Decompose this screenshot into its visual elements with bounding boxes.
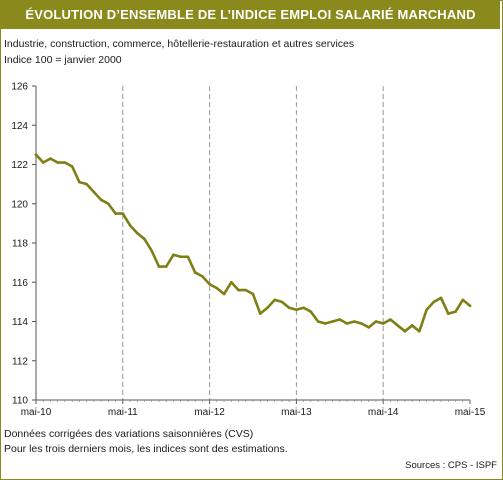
series-line [34, 153, 472, 333]
data-point [157, 265, 161, 268]
data-point [309, 310, 313, 313]
data-point [49, 157, 52, 160]
data-point [114, 212, 117, 215]
data-point [396, 324, 399, 327]
data-point [439, 296, 443, 300]
data-point [468, 304, 472, 308]
data-point [324, 322, 327, 325]
data-point [193, 271, 197, 274]
data-point [302, 306, 305, 310]
data-point [367, 326, 371, 329]
data-point [135, 231, 139, 235]
data-point [107, 202, 110, 206]
data-point [381, 322, 385, 325]
data-point [186, 255, 190, 259]
data-point [352, 320, 356, 323]
x-tick-label: mai-12 [194, 407, 225, 418]
data-point [230, 280, 233, 284]
chart-subtitle: Industrie, construction, commerce, hôtel… [4, 38, 355, 50]
data-point [374, 320, 378, 323]
line-chart: 110 112 114 116 118 120 122 124 126 mai-10 mai-11 m… [11, 82, 485, 419]
data-point [179, 255, 182, 259]
data-point [389, 318, 392, 321]
data-point [172, 253, 175, 257]
y-tick-label: 126 [11, 82, 28, 93]
data-point [201, 275, 204, 278]
axes [32, 85, 471, 404]
y-tick-label: 112 [12, 356, 28, 367]
data-point [425, 308, 428, 312]
chart-title: ÉVOLUTION D’ENSEMBLE DE L’INDICE EMPLOI … [1, 1, 500, 29]
data-point [70, 165, 74, 168]
data-point [295, 308, 298, 312]
y-tick-label: 110 [12, 396, 28, 407]
x-tick-label: mai-15 [455, 407, 486, 418]
data-point [258, 312, 262, 315]
series-layer [34, 153, 472, 333]
data-point [99, 198, 103, 202]
data-point [56, 161, 59, 164]
x-tick-label: mai-13 [281, 407, 312, 418]
data-point [244, 288, 248, 292]
data-point [237, 288, 240, 292]
data-point [121, 212, 125, 215]
estimation-note: Pour les trois derniers mois, les indice… [4, 443, 288, 455]
data-point [208, 282, 211, 286]
data-point [345, 322, 349, 325]
data-point [150, 249, 154, 253]
data-point [331, 320, 334, 323]
data-point [273, 298, 277, 302]
data-point [251, 292, 255, 296]
data-point [78, 180, 81, 184]
data-point [128, 224, 132, 227]
data-point [316, 320, 320, 323]
y-tick-label: 118 [12, 239, 28, 250]
data-point [280, 300, 284, 304]
tick-labels: 110 112 114 116 118 120 122 124 126 mai-10 mai-11 m… [11, 82, 485, 419]
y-tick-label: 116 [12, 278, 28, 289]
y-tick-label: 124 [11, 121, 28, 132]
data-point [360, 322, 363, 325]
data-point [92, 190, 96, 194]
data-point [403, 330, 407, 333]
y-tick-label: 120 [11, 199, 28, 210]
data-point [447, 312, 450, 315]
data-point [41, 161, 45, 164]
data-point [143, 237, 146, 241]
data-point [287, 306, 291, 310]
data-point [85, 182, 88, 186]
index-base-note: Indice 100 = janvier 2000 [4, 54, 122, 66]
data-point [34, 153, 38, 156]
x-tick-label: mai-10 [21, 407, 52, 418]
seasonal-adjustment-note: Données corrigées des variations saisonn… [4, 428, 254, 440]
data-point [410, 324, 414, 327]
x-tick-label: mai-14 [368, 407, 399, 418]
data-point [164, 265, 168, 268]
data-point [418, 330, 421, 333]
data-point [432, 300, 436, 304]
grid-lines [122, 86, 384, 400]
data-point [338, 318, 342, 321]
source-credit: Sources : CPS - ISPF [405, 460, 497, 471]
data-point [454, 310, 457, 313]
data-point [222, 292, 226, 296]
y-tick-label: 122 [11, 160, 28, 171]
x-tick-label: mai-11 [108, 407, 138, 418]
data-point [461, 298, 465, 302]
data-point [215, 286, 219, 290]
data-point [63, 161, 67, 164]
data-point [266, 306, 269, 310]
y-tick-label: 114 [12, 317, 28, 328]
